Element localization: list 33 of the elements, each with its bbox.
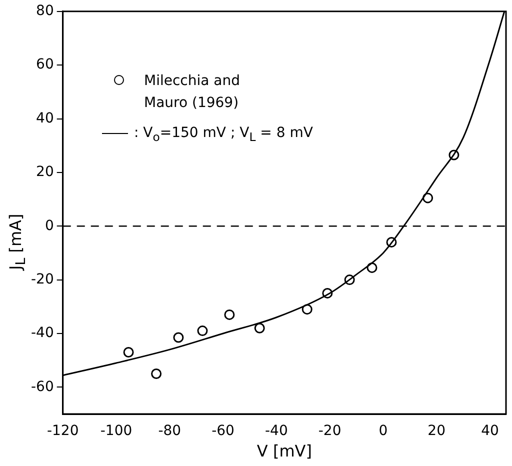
x-tick-label: -100: [100, 423, 132, 440]
x-tick-label: 20: [428, 423, 446, 440]
y-tick-label: -60: [30, 378, 54, 395]
point: [123, 347, 134, 358]
point: [386, 236, 397, 248]
y-tick-label: 0: [44, 218, 54, 234]
x-tick-label: -20: [318, 423, 342, 440]
point: [344, 274, 355, 286]
point: [173, 332, 184, 343]
point: [254, 322, 265, 334]
point: [366, 262, 378, 273]
y-tick-label: 60: [36, 56, 54, 73]
y-tick-label: 20: [36, 164, 54, 180]
point: [322, 288, 333, 298]
point: [422, 192, 434, 204]
x-tick-label: -60: [212, 423, 234, 440]
legend-label: : V$_{o}$=150 mV ; V$_{L}$ = 8 mV: [134, 124, 313, 146]
x-tick-label: -120: [46, 423, 79, 440]
x-tick-label: -80: [158, 423, 182, 440]
x-tick-label: 40: [481, 423, 499, 440]
x-tick-label: -40: [264, 423, 288, 440]
y-tick-label: 80: [36, 3, 54, 20]
x-axis-title: V [mV]: [256, 442, 312, 461]
point: [302, 304, 312, 315]
y-tick-label: -40: [30, 325, 54, 342]
legend-label: Milecchia and Mauro (1969): [144, 72, 241, 113]
point: [151, 368, 162, 379]
point: [197, 326, 208, 336]
point: [224, 309, 235, 320]
y-tick-label: -20: [30, 271, 54, 288]
y-tick-label: 40: [36, 110, 54, 126]
x-tick-label: 0: [378, 423, 388, 440]
point: [448, 150, 460, 160]
